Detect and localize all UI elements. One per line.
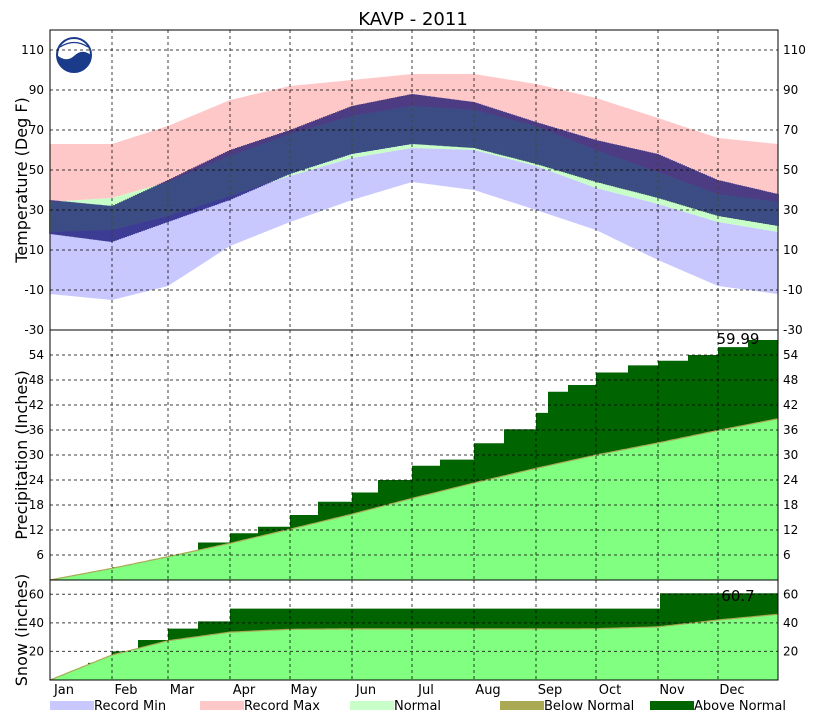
precipitation-tick-right: 54 [783,348,798,362]
month-label: Jan [53,683,74,698]
precipitation-axis-title: Precipitation (Inches) [12,370,31,540]
legend-swatch [650,701,694,710]
legend-record-max: Record Max [200,699,320,714]
precipitation-tick-left: 6 [36,548,44,562]
chart-title: KAVP - 2011 [358,9,468,30]
legend-record-min: Record Min [50,699,166,714]
legend-normal: Normal [350,699,441,714]
precipitation-tick-left: 12 [29,523,44,537]
legend-label: Normal [394,699,441,714]
temperature-tick-left: 110 [21,43,44,57]
record-max-band [50,74,778,202]
temperature-tick-left: 30 [29,203,44,217]
month-label: Jul [417,683,434,698]
snow-tick-right: 60 [783,587,798,601]
month-label: May [291,683,318,698]
month-label: Oct [599,683,621,698]
snow-total-label: 60.7 [721,587,754,605]
month-label: Sep [538,683,563,698]
snow-tick-left: 20 [29,644,44,658]
temperature-tick-right: 90 [783,83,798,97]
precipitation-tick-left: 18 [29,498,44,512]
month-label: Mar [170,683,195,698]
temperature-tick-right: 70 [783,123,798,137]
precipitation-normal-area [50,418,778,580]
precipitation-tick-right: 30 [783,448,798,462]
legend-swatch [50,701,94,710]
precipitation-normal-line [49,418,779,581]
precipitation-tick-left: 36 [29,423,44,437]
snow-frame [49,579,779,681]
precipitation-tick-right: 12 [783,523,798,537]
temperature-axis-title: Temperature (Deg F) [12,97,31,264]
temperature-tick-left: 70 [29,123,44,137]
record-min-band [50,148,778,300]
temperature-tick-right: 10 [783,243,798,257]
legend-below-normal: Below Normal [500,699,634,714]
month-label: Dec [719,683,744,698]
noaa-logo [56,37,92,73]
snow-tick-left: 60 [29,587,44,601]
temperature-tick-left: 90 [29,83,44,97]
temperature-tick-left: -30 [24,323,44,337]
precipitation-tick-left: 48 [29,373,44,387]
snow-tick-right: 40 [783,616,798,630]
precipitation-tick-right: 42 [783,398,798,412]
temperature-tick-right: 50 [783,163,798,177]
gridlines [50,30,778,680]
temperature-tick-right: -10 [783,283,803,297]
precipitation-tick-right: 6 [783,548,791,562]
legend-label: Record Min [94,699,166,714]
month-label: Apr [233,683,256,698]
panel-frames [49,29,779,681]
precipitation-tick-left: 30 [29,448,44,462]
snow-tick-left: 40 [29,616,44,630]
temperature-tick-right: -30 [783,323,803,337]
tick-labels: 110 110 90 90 70 70 50 50 30 30 10 10 -10 -10 -30 -30 54… [21,43,806,698]
precipitation-tick-left: 54 [29,348,44,362]
month-label: Aug [475,683,500,698]
legend-swatch [500,701,544,710]
month-label: Jun [355,683,376,698]
month-label: Feb [114,683,137,698]
precipitation-tick-right: 24 [783,473,798,487]
legend-label: Below Normal [544,699,634,714]
precipitation-tick-left: 42 [29,398,44,412]
precipitation-tick-left: 24 [29,473,44,487]
temperature-tick-left: -10 [24,283,44,297]
precipitation-tick-right: 18 [783,498,798,512]
legend-label: Above Normal [694,699,786,714]
legend-above-normal: Above Normal [650,699,786,714]
snow-axis-title: Snow (inches) [12,574,31,686]
temperature-tick-right: 110 [783,43,806,57]
precipitation-total-label: 59.99 [717,330,760,348]
temperature-tick-left: 50 [29,163,44,177]
snow-tick-right: 20 [783,644,798,658]
temperature-tick-left: 10 [29,243,44,257]
legend: Record Min Record Max Normal Below Norma… [50,699,786,714]
precipitation-tick-right: 36 [783,423,798,437]
legend-swatch [350,701,394,710]
month-label: Nov [659,683,685,698]
precipitation-tick-right: 48 [783,373,798,387]
fill-layer [49,74,779,681]
temperature-tick-right: 30 [783,203,798,217]
legend-label: Record Max [244,699,320,714]
legend-swatch [200,701,244,710]
snow-normal-line [49,613,779,681]
